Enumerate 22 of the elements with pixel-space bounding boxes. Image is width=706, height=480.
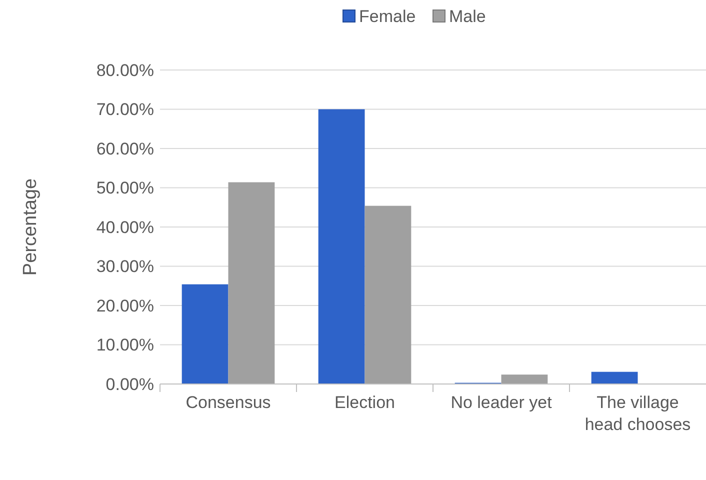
x-tick-label: The village head chooses [584, 393, 691, 434]
y-tick-label: 20.00% [96, 296, 154, 316]
y-tick-label: 60.00% [96, 139, 154, 158]
bar [228, 182, 275, 384]
y-tick-label: 0.00% [106, 374, 154, 394]
y-tick-label: 50.00% [96, 178, 154, 198]
y-axis-title: Percentage [20, 178, 41, 276]
bar [501, 374, 548, 384]
bar [591, 372, 638, 384]
y-tick-label: 70.00% [96, 100, 154, 120]
y-tick-label: 10.00% [96, 336, 154, 355]
bar [182, 284, 228, 384]
y-tick-label: 40.00% [96, 218, 154, 237]
bar [364, 206, 412, 384]
y-tick-label: 30.00% [96, 257, 154, 276]
x-tick-label: No leader yet [450, 393, 552, 412]
y-tick-label: 80.00% [96, 60, 154, 80]
legend-label: Female [359, 6, 416, 26]
x-tick-label: Election [334, 393, 395, 412]
legend-label: Male [449, 6, 486, 26]
bar [318, 109, 365, 384]
x-tick-label: Consensus [186, 393, 271, 412]
